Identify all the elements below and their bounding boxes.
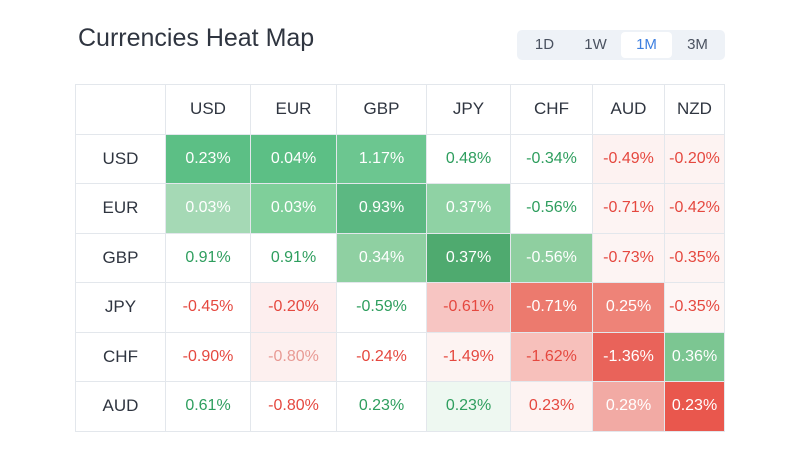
heatmap-cell-aud-jpy[interactable]: 0.23%	[426, 381, 511, 432]
heatmap-cell-jpy-gbp[interactable]: -0.59%	[336, 282, 427, 333]
table-row: JPY -0.45% -0.20% -0.59% -0.61% -0.71% 0.25% -0…	[75, 282, 725, 333]
row-header-jpy: JPY	[75, 282, 166, 333]
tab-1d[interactable]: 1D	[534, 36, 555, 53]
heatmap-cell-jpy-jpy[interactable]: -0.61%	[426, 282, 511, 333]
heatmap-cell-jpy-usd[interactable]: -0.45%	[165, 282, 251, 333]
table-row: EUR 0.03% 0.03% 0.93% 0.37% -0.56% -0.71% -0.42…	[75, 183, 725, 234]
column-header-gbp: GBP	[336, 84, 427, 135]
heatmap-cell-gbp-usd[interactable]: 0.91%	[165, 232, 251, 283]
corner-cell	[75, 84, 166, 135]
column-header-nzd: NZD	[664, 84, 725, 135]
heatmap-cell-aud-gbp[interactable]: 0.23%	[336, 381, 427, 432]
table-row: USD 0.23% 0.04% 1.17% 0.48% -0.34% -0.49% -0.20…	[75, 133, 725, 184]
heatmap-cell-usd-eur[interactable]: 0.04%	[250, 133, 337, 184]
row-header-usd: USD	[75, 133, 166, 184]
heatmap-cell-eur-nzd[interactable]: -0.42%	[664, 183, 725, 234]
heatmap-cell-jpy-nzd[interactable]: -0.35%	[664, 282, 725, 333]
table-row: CHF -0.90% -0.80% -0.24% -1.49% -1.62% -1.36% 0…	[75, 331, 725, 382]
heatmap-cell-chf-chf[interactable]: -1.62%	[510, 331, 593, 382]
heatmap-cell-gbp-eur[interactable]: 0.91%	[250, 232, 337, 283]
row-header-gbp: GBP	[75, 232, 166, 283]
heatmap-cell-usd-aud[interactable]: -0.49%	[592, 133, 665, 184]
column-header-aud: AUD	[592, 84, 665, 135]
heatmap-cell-eur-eur[interactable]: 0.03%	[250, 183, 337, 234]
heatmap-cell-usd-usd[interactable]: 0.23%	[165, 133, 251, 184]
tab-1w[interactable]: 1W	[584, 36, 607, 53]
heatmap-cell-eur-usd[interactable]: 0.03%	[165, 183, 251, 234]
heatmap-cell-chf-usd[interactable]: -0.90%	[165, 331, 251, 382]
column-header-usd: USD	[165, 84, 251, 135]
heatmap-cell-usd-chf[interactable]: -0.34%	[510, 133, 593, 184]
row-header-eur: EUR	[75, 183, 166, 234]
heatmap-cell-chf-aud[interactable]: -1.36%	[592, 331, 665, 382]
table-row: GBP 0.91% 0.91% 0.34% 0.37% -0.56% -0.73% -0.35…	[75, 232, 725, 283]
heatmap-cell-gbp-gbp[interactable]: 0.34%	[336, 232, 427, 283]
heatmap-cell-usd-nzd[interactable]: -0.20%	[664, 133, 725, 184]
heatmap-cell-jpy-eur[interactable]: -0.20%	[250, 282, 337, 333]
heatmap-table: USD EUR GBP JPY CHF AUD NZD USD 0.23% 0.04% 1.17%…	[75, 84, 725, 432]
column-header-chf: CHF	[510, 84, 593, 135]
page-title: Currencies Heat Map	[78, 24, 315, 52]
table-row: AUD 0.61% -0.80% 0.23% 0.23% 0.23% 0.28% 0.23%	[75, 381, 725, 432]
heatmap-cell-gbp-jpy[interactable]: 0.37%	[426, 232, 511, 283]
heatmap-cell-aud-usd[interactable]: 0.61%	[165, 381, 251, 432]
heatmap-cell-usd-jpy[interactable]: 0.48%	[426, 133, 511, 184]
heatmap-cell-aud-eur[interactable]: -0.80%	[250, 381, 337, 432]
tab-3m[interactable]: 3M	[687, 36, 708, 53]
heatmap-cell-gbp-aud[interactable]: -0.73%	[592, 232, 665, 283]
period-selector: 1D 1W 1M 3M	[517, 30, 725, 60]
row-header-chf: CHF	[75, 331, 166, 382]
heatmap-cell-aud-aud[interactable]: 0.28%	[592, 381, 665, 432]
row-header-aud: AUD	[75, 381, 166, 432]
heatmap-cell-chf-nzd[interactable]: 0.36%	[664, 331, 725, 382]
heatmap-cell-jpy-chf[interactable]: -0.71%	[510, 282, 593, 333]
heatmap-cell-gbp-nzd[interactable]: -0.35%	[664, 232, 725, 283]
heatmap-cell-jpy-aud[interactable]: 0.25%	[592, 282, 665, 333]
heatmap-cell-usd-gbp[interactable]: 1.17%	[336, 133, 427, 184]
heatmap-cell-eur-jpy[interactable]: 0.37%	[426, 183, 511, 234]
heatmap-cell-chf-jpy[interactable]: -1.49%	[426, 331, 511, 382]
heatmap-cell-chf-gbp[interactable]: -0.24%	[336, 331, 427, 382]
heatmap-cell-eur-chf[interactable]: -0.56%	[510, 183, 593, 234]
heatmap-cell-aud-nzd[interactable]: 0.23%	[664, 381, 725, 432]
heatmap-cell-aud-chf[interactable]: 0.23%	[510, 381, 593, 432]
column-header-jpy: JPY	[426, 84, 511, 135]
heatmap-cell-chf-eur[interactable]: -0.80%	[250, 331, 337, 382]
column-header-eur: EUR	[250, 84, 337, 135]
tab-1m[interactable]: 1M	[621, 32, 672, 58]
heatmap-cell-eur-gbp[interactable]: 0.93%	[336, 183, 427, 234]
heatmap-cell-eur-aud[interactable]: -0.71%	[592, 183, 665, 234]
heatmap-cell-gbp-chf[interactable]: -0.56%	[510, 232, 593, 283]
